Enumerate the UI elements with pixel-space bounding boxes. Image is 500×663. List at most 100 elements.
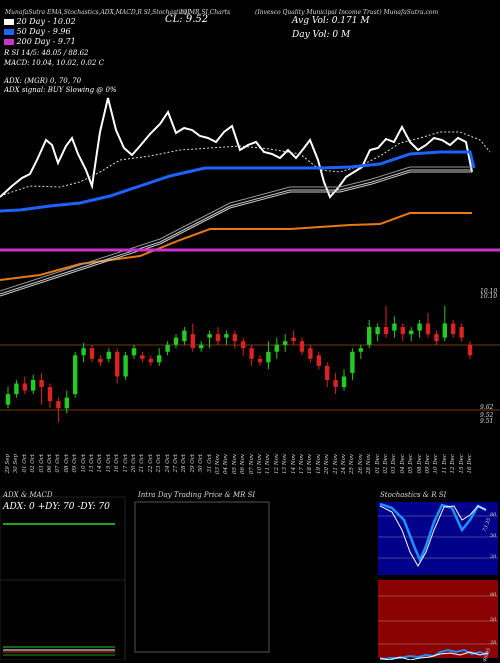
date-label: 16 Oct bbox=[114, 454, 121, 473]
date-label: 17 Nov bbox=[299, 454, 305, 474]
legend-swatch-ema200 bbox=[4, 39, 14, 45]
legend-swatch-ema50 bbox=[4, 29, 14, 35]
candle-body bbox=[64, 397, 69, 409]
rsi-level-20-label: 20 bbox=[490, 640, 497, 646]
date-label: 02 Dec bbox=[383, 454, 389, 474]
candle-body bbox=[249, 348, 254, 359]
date-label: 25 Nov bbox=[349, 454, 356, 474]
candle-body bbox=[39, 380, 44, 388]
date-label: 18 Nov bbox=[307, 454, 314, 474]
date-label: 10 Nov bbox=[257, 454, 263, 474]
date-label: 01 Dec bbox=[374, 454, 381, 474]
adx-panel-title: ADX & MACD bbox=[3, 491, 53, 499]
date-label: 06 Oct bbox=[47, 454, 53, 473]
candle-body bbox=[5, 394, 11, 405]
legend-swatch-ema20 bbox=[4, 19, 14, 25]
date-label: 17 Oct bbox=[122, 454, 129, 473]
candle-body bbox=[157, 355, 162, 363]
close-price: CL: 9.52 bbox=[165, 14, 209, 25]
stoch-level-20-label: 20 bbox=[490, 554, 497, 560]
candle-body bbox=[367, 327, 372, 345]
date-label: 10 Dec bbox=[433, 454, 440, 474]
stoch-level-50-label: 50 bbox=[490, 533, 497, 539]
rsi-panel bbox=[378, 580, 498, 658]
date-label: 04 Dec bbox=[399, 454, 406, 474]
date-label: 15 Oct bbox=[105, 454, 112, 473]
stoch-k-line bbox=[379, 502, 487, 564]
date-label: 30 Oct bbox=[198, 454, 205, 473]
date-label: 29 Oct bbox=[189, 454, 196, 473]
candle-body bbox=[274, 344, 279, 352]
price-label-951: 9.51 bbox=[480, 418, 494, 425]
date-label: 19 Nov bbox=[315, 454, 322, 474]
candle-body bbox=[190, 334, 195, 349]
date-label: 05 Dec bbox=[408, 454, 415, 474]
candle-body bbox=[199, 344, 204, 349]
candle-body bbox=[73, 355, 78, 395]
date-label: 31 Oct bbox=[206, 454, 213, 473]
candle-body bbox=[350, 351, 355, 373]
candle-body bbox=[400, 327, 405, 335]
candle-body bbox=[182, 330, 187, 342]
candle-body bbox=[308, 348, 313, 359]
candle-body bbox=[106, 351, 111, 359]
candle-body bbox=[257, 358, 263, 363]
price-label-962: 9.62 bbox=[480, 404, 494, 411]
date-label: 28 Nov bbox=[366, 454, 373, 474]
candle-body bbox=[434, 334, 439, 342]
date-label: 06 Nov bbox=[240, 454, 247, 474]
date-label: 12 Dec bbox=[450, 454, 457, 474]
candle-body bbox=[459, 327, 464, 338]
stoch-level-80-label: 80 bbox=[490, 512, 497, 518]
candle-body bbox=[392, 323, 397, 331]
date-label: 11 Dec bbox=[441, 454, 448, 474]
rsi-level-50-label: 50 bbox=[490, 617, 497, 623]
trend-channel-lower bbox=[0, 171, 472, 297]
legend-ema20: 20 Day - 10.02 bbox=[4, 17, 76, 26]
ema50-line bbox=[0, 150, 476, 213]
adx-signal: ADX signal: BUY Slowing @ 0% bbox=[4, 86, 117, 94]
candle-body bbox=[451, 323, 456, 335]
candle-body bbox=[409, 330, 414, 335]
date-label: 13 Oct bbox=[89, 454, 95, 473]
legend-ema200-label: 200 Day - 9.71 bbox=[16, 37, 76, 46]
date-label: 07 Oct bbox=[55, 454, 62, 473]
candle-body bbox=[442, 323, 447, 338]
avg-volume: Avg Vol: 0.171 M bbox=[292, 16, 370, 26]
candle-body bbox=[291, 337, 296, 342]
date-label: 26 Nov bbox=[357, 454, 364, 474]
candle-body bbox=[299, 341, 305, 352]
candle-body bbox=[131, 348, 137, 356]
date-label: 05 Nov bbox=[231, 454, 238, 474]
date-label: 10 Oct bbox=[80, 454, 87, 473]
date-label: 14 Oct bbox=[97, 454, 104, 473]
ticker-tag: IQI bbox=[180, 9, 190, 16]
rsi-level-80-label: 80 bbox=[490, 592, 497, 598]
date-label: 22 Oct bbox=[147, 454, 154, 473]
date-label: 30 Sep bbox=[13, 454, 20, 474]
candle-body bbox=[165, 344, 170, 352]
trend-channel-upper bbox=[0, 169, 472, 295]
date-label: 12 Nov bbox=[273, 454, 280, 474]
date-label: 23 Oct bbox=[156, 454, 163, 473]
date-label: 03 Dec bbox=[391, 454, 398, 474]
candle-body bbox=[358, 348, 363, 352]
date-label: 09 Oct bbox=[72, 454, 79, 473]
candle-body bbox=[417, 323, 422, 331]
date-label: 08 Dec bbox=[416, 454, 423, 474]
date-label: 21 Oct bbox=[139, 454, 146, 473]
candle-body bbox=[140, 355, 145, 359]
date-label: 28 Oct bbox=[181, 454, 188, 473]
candle-body bbox=[383, 327, 389, 335]
adx-readout: ADX: (MGR) 0, 70, 70 bbox=[4, 77, 82, 85]
chart-title: (Invesco Quality Municipal Income Trust)… bbox=[255, 9, 439, 16]
date-label: 01 Oct bbox=[21, 454, 28, 473]
date-label: 21 Nov bbox=[332, 454, 339, 474]
legend-ema50: 50 Day - 9.96 bbox=[4, 27, 71, 36]
date-label: 15 Dec bbox=[458, 454, 465, 474]
date-label: 27 Oct bbox=[173, 454, 179, 473]
date-label: 03 Oct bbox=[38, 454, 45, 473]
date-label: 11 Nov bbox=[265, 454, 272, 474]
date-label: 14 Nov bbox=[290, 454, 297, 474]
